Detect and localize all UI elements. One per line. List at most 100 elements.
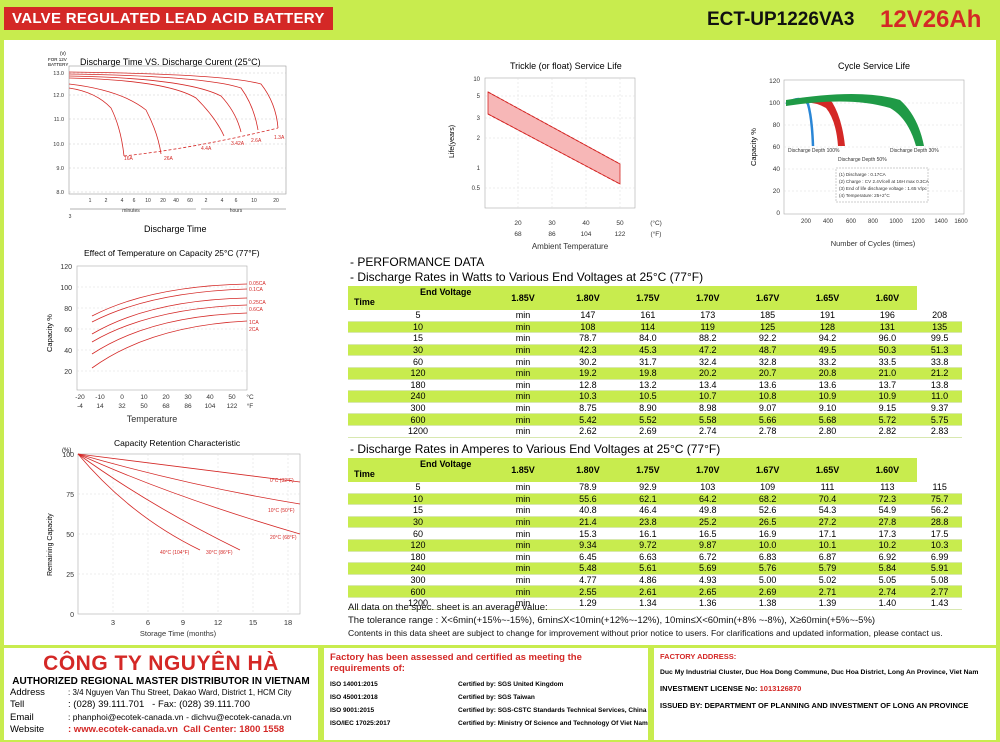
value-cell: 1.34 — [617, 597, 678, 610]
header-corner: End Voltage Time — [348, 458, 488, 482]
unit-cell: min — [488, 332, 558, 345]
time-cell: 120 — [348, 539, 488, 552]
time-cell: 30 — [348, 516, 488, 529]
dod100-curve — [785, 97, 815, 147]
voltage-col: 1.80V — [558, 286, 618, 310]
value-cell: 19.8 — [617, 367, 678, 380]
chart3-xtick: 1600 — [954, 219, 968, 225]
chart4-ytick: 20 — [64, 369, 72, 376]
value-cell: 4.93 — [677, 574, 738, 587]
note-disclaimer: Contents in this data sheet are subject … — [348, 628, 943, 639]
cert-by: Certified by: Ministry Of Science and Te… — [458, 720, 648, 727]
table-row: 15 min 40.8 46.4 49.8 52.6 54.3 54.9 56.2 — [348, 504, 962, 517]
chart5-ytick: 100 — [62, 452, 74, 459]
voltage-col: 1.80V — [558, 458, 618, 482]
value-cell: 10.9 — [857, 390, 918, 403]
value-cell: 2.65 — [677, 585, 738, 598]
value-cell: 5.48 — [558, 562, 618, 575]
value-cell: 16.9 — [737, 527, 798, 540]
cycle-life-chart: Cycle Service Life 120 100 80 60 40 20 0… — [749, 61, 968, 248]
chart1-xtick: 4 — [221, 198, 224, 204]
email-value-2[interactable]: - dichvu@ecotek-canada.vn — [186, 712, 292, 722]
chart2-xtick-f: 68 — [514, 231, 522, 238]
chart4-ytick: 60 — [64, 327, 72, 334]
dod50-label: Discharge Depth 50% — [838, 157, 887, 163]
chart5-xtick: 15 — [249, 618, 257, 627]
chart3-xtick: 1200 — [911, 219, 925, 225]
voltage-rating: 12V26Ah — [880, 6, 982, 33]
data-notes: All data on the spec. sheet is an averag… — [348, 602, 943, 640]
voltage-col: 1.67V — [737, 286, 798, 310]
unit-cell: min — [488, 585, 558, 598]
retention-label: 0°C (32°F) — [270, 478, 294, 484]
table-row: 300 min 4.77 4.86 4.93 5.00 5.02 5.05 5.08 — [348, 574, 962, 587]
voltage-col: 1.70V — [677, 458, 738, 482]
chart1-xtick: 1 — [89, 198, 92, 204]
factory-address: Duc My Industrial Cluster, Duc Hoa Dong … — [660, 669, 979, 676]
chart5-ytick: 75 — [66, 492, 74, 499]
time-cell: 240 — [348, 562, 488, 575]
value-cell: 64.2 — [677, 493, 738, 506]
chart5-xtick: 12 — [214, 618, 222, 627]
chart1-ytick: 10.0 — [53, 142, 64, 148]
unit-cell: min — [488, 355, 558, 368]
value-cell: 16.1 — [617, 527, 678, 540]
table-row: 180 min 6.45 6.63 6.72 6.83 6.87 6.92 6.99 — [348, 551, 962, 564]
value-cell: 8.75 — [558, 402, 618, 415]
value-cell: 5.00 — [737, 574, 798, 587]
chart1-xbottom: 3 — [69, 214, 72, 220]
value-cell: 1.40 — [857, 597, 918, 610]
email-value[interactable]: : phanphoi@ecotek-canada.vn — [68, 712, 184, 722]
call-center[interactable]: Call Center: 1800 1558 — [183, 724, 285, 735]
value-cell: 9.87 — [677, 539, 738, 552]
chart5-title: Capacity Retention Characteristic — [114, 438, 241, 448]
value-cell: 54.3 — [797, 504, 858, 517]
value-cell: 26.5 — [737, 516, 798, 529]
time-label: Time — [354, 469, 375, 479]
fax-value: - Fax: (028) 39.111.700 — [152, 699, 251, 710]
chart1-xtick: 2 — [205, 198, 208, 204]
value-cell: 21.4 — [558, 516, 618, 529]
chart3-xtick: 600 — [846, 219, 857, 225]
voltage-col: 1.60V — [857, 458, 918, 482]
chart5-ytick: 0 — [70, 612, 74, 619]
chart1-xlabel: Discharge Time — [144, 224, 207, 234]
retention-label: 20°C (68°F) — [270, 535, 297, 541]
time-cell: 600 — [348, 585, 488, 598]
value-cell: 10.2 — [857, 539, 918, 552]
unit-cell: min — [488, 597, 558, 610]
value-cell: 128 — [797, 321, 858, 334]
chart4-ytick: 120 — [60, 264, 72, 271]
cert-row: ISO/IEC 17025:2017 Certified by: Ministry… — [330, 717, 648, 730]
cycle-note: (2) Charge : CV 2.4V/cell at 16H max 0.3… — [839, 179, 930, 184]
chart2-xlabel: Ambient Temperature — [532, 242, 609, 251]
chart2-ytick: 5 — [477, 94, 481, 100]
value-cell: 92.2 — [737, 332, 798, 345]
value-cell: 2.82 — [857, 425, 918, 438]
hours-label: hours — [230, 208, 243, 214]
time-cell: 300 — [348, 402, 488, 415]
voltage-col: 1.67V — [737, 458, 798, 482]
unit-cell: min — [488, 390, 558, 403]
cert-name: ISO 9001:2015 — [330, 707, 375, 714]
value-cell: 19.2 — [558, 367, 618, 380]
chart2-ytick: 2 — [477, 136, 481, 142]
value-cell: 13.8 — [917, 379, 962, 392]
chart1-xtick: 20 — [273, 198, 279, 204]
table-row: 30 min 21.4 23.8 25.2 26.5 27.2 27.8 28.8 — [348, 516, 962, 529]
website-link[interactable]: : www.ecotek-canada.vn — [68, 724, 178, 735]
time-cell: 10 — [348, 321, 488, 334]
voltage-col: 1.65V — [797, 458, 858, 482]
value-cell: 10.1 — [797, 539, 858, 552]
chart1-xtick: 60 — [187, 198, 193, 204]
value-cell: 30.2 — [558, 355, 618, 368]
value-cell: 13.2 — [617, 379, 678, 392]
tell-value[interactable]: : (028) 39.111.701 — [68, 699, 145, 710]
value-cell: 48.7 — [737, 344, 798, 357]
chart2-xtick-c: 50 — [616, 220, 624, 227]
value-cell: 68.2 — [737, 493, 798, 506]
chart4-ytick: 40 — [64, 348, 72, 355]
value-cell: 50.3 — [857, 344, 918, 357]
dod100-label: Discharge Depth 100% — [788, 148, 840, 154]
chart4-xtick-c: -20 — [75, 394, 85, 401]
